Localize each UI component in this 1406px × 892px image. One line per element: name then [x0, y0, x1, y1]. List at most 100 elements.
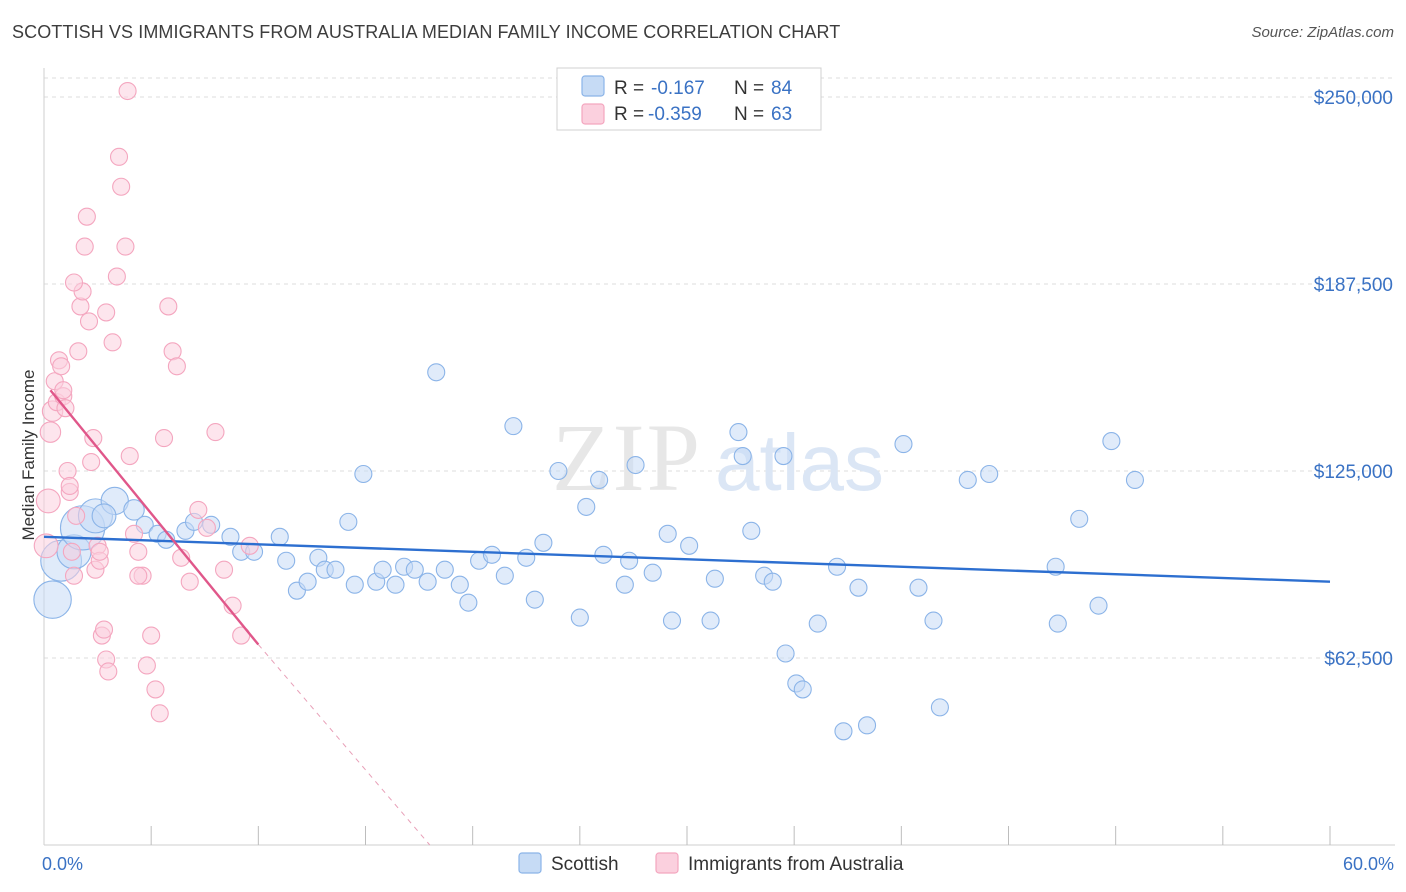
bottom-legend-label-scottish: Scottish: [551, 854, 619, 875]
scottish-point: [980, 464, 999, 484]
australia-point: [71, 297, 90, 316]
scottish-point: [221, 527, 240, 546]
y-axis-label: Median Family Income: [19, 369, 38, 540]
scottish-point: [620, 551, 639, 570]
bottom-legend-swatch-scottish: [518, 852, 542, 874]
australia-point: [189, 500, 208, 519]
australia-point: [180, 572, 199, 591]
scottish-point: [662, 611, 682, 630]
australia-point: [206, 423, 225, 442]
watermark-zip: ZIP: [552, 404, 702, 511]
australia-point: [109, 147, 129, 166]
chart-title: SCOTTISH VS IMMIGRANTS FROM AUSTRALIA ME…: [12, 22, 841, 42]
australia-point: [107, 267, 126, 286]
x-tick-label-min: 0.0%: [42, 854, 83, 874]
scottish-point: [33, 580, 72, 619]
bottom-legend-swatch-australia: [655, 852, 679, 874]
scottish-point: [570, 608, 589, 627]
chart-source: Source: ZipAtlas.com: [1251, 24, 1394, 41]
legend-r-value-scottish: -0.167: [651, 78, 705, 99]
australia-point: [82, 452, 101, 472]
australia-point: [129, 542, 148, 561]
scottish-point: [658, 524, 677, 543]
scottish-point: [427, 363, 446, 382]
y-tick-label: $250,000: [1314, 88, 1393, 109]
scottish-point: [450, 575, 469, 594]
trend-lines: [43, 389, 1331, 846]
australia-point: [60, 476, 79, 496]
australia-point: [214, 560, 234, 579]
legend-n-label-scottish: N =: [734, 78, 764, 99]
scottish-trend-line: [43, 535, 1331, 583]
scottish-point: [270, 527, 289, 546]
australia-point: [120, 446, 139, 466]
legend-n-value-australia: 63: [771, 104, 792, 125]
australia-point: [154, 429, 174, 448]
scottish-point: [1070, 509, 1089, 528]
legend-swatch-scottish: [581, 75, 605, 97]
scottish-point: [577, 497, 596, 516]
scottish-point: [1089, 596, 1108, 615]
scottish-point: [924, 611, 943, 630]
scottish-point: [517, 548, 536, 567]
scottish-point: [459, 593, 478, 612]
australia-point: [64, 566, 84, 585]
scottish-point: [1048, 614, 1067, 633]
scottish-point: [857, 716, 877, 735]
scottish-point: [373, 560, 392, 579]
australia-point: [159, 297, 178, 316]
scottish-point: [91, 503, 117, 529]
australia-point: [35, 488, 61, 514]
y-tick-labels: $62,500 $125,000 $187,500 $250,000: [1314, 88, 1393, 670]
scottish-point: [594, 545, 613, 564]
scottish-point: [849, 578, 868, 597]
scottish-point: [909, 578, 928, 597]
australia-point: [167, 357, 186, 376]
australia-point: [116, 237, 135, 256]
scottish-point: [729, 423, 748, 442]
australia-point: [197, 518, 216, 537]
scottish-point: [549, 461, 568, 481]
australia-trend-extension: [257, 644, 431, 846]
australia-point: [103, 333, 122, 352]
scottish-point: [643, 563, 662, 582]
scottish-point: [386, 575, 405, 594]
australia-points: [33, 81, 259, 723]
australia-point: [79, 312, 99, 331]
bottom-legend-label-australia: Immigrants from Australia: [688, 854, 904, 875]
scottish-point: [482, 545, 502, 564]
scottish-point: [742, 521, 761, 540]
scottish-point: [590, 470, 609, 490]
y-tick-label: $187,500: [1314, 275, 1393, 296]
scottish-point: [733, 446, 752, 466]
australia-point: [163, 342, 182, 361]
scottish-point: [827, 557, 847, 576]
x-axis-ticks: [150, 826, 1331, 845]
scottish-point: [354, 464, 373, 484]
australia-point: [150, 704, 169, 723]
australia-point: [62, 542, 81, 561]
australia-point: [90, 542, 109, 561]
australia-point: [97, 303, 116, 322]
australia-point: [124, 524, 144, 543]
australia-point: [39, 421, 62, 443]
scottish-point: [680, 536, 699, 555]
scottish-point: [763, 572, 782, 591]
scottish-point: [435, 560, 454, 579]
scottish-point: [326, 560, 345, 579]
scottish-point: [701, 611, 720, 630]
australia-point: [112, 177, 131, 196]
australia-point: [129, 566, 148, 585]
scottish-point: [339, 512, 358, 531]
australia-trend-line: [49, 389, 260, 646]
scottish-point: [626, 455, 645, 475]
scottish-point: [793, 680, 812, 699]
australia-point: [84, 429, 103, 448]
legend-swatch-australia: [581, 103, 605, 125]
australia-point: [137, 656, 156, 675]
legend-r-value-australia: -0.359: [648, 104, 702, 125]
scottish-point: [405, 560, 424, 579]
australia-point: [75, 237, 94, 256]
scottish-point: [298, 572, 317, 591]
